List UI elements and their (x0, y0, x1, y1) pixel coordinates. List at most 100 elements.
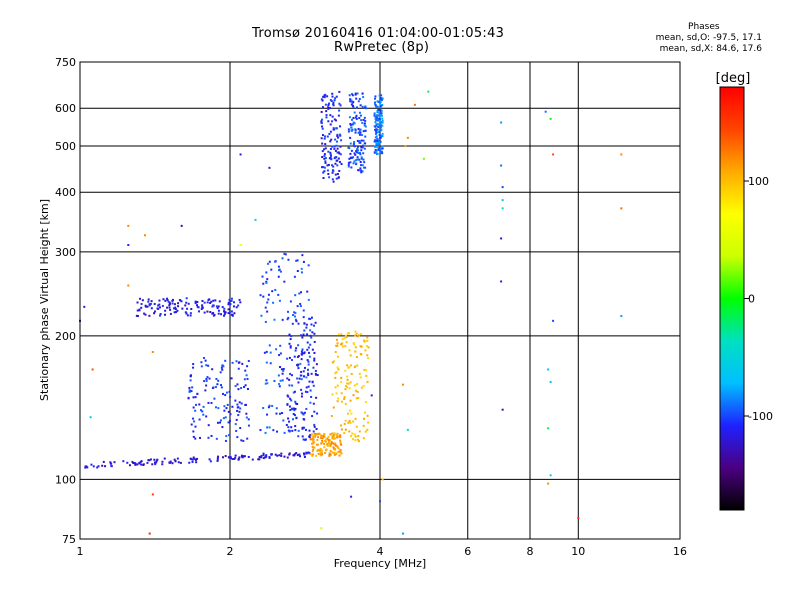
trace-point (157, 304, 160, 307)
trace-point (332, 180, 335, 183)
trace-point (381, 151, 384, 154)
trace-point (379, 100, 382, 103)
trace-point (218, 300, 221, 303)
trace-point (235, 306, 238, 309)
trace-point (316, 443, 319, 446)
trace-point (233, 312, 236, 315)
trace-point (364, 125, 367, 128)
trace-point (350, 149, 353, 152)
trace-point (354, 153, 357, 156)
trace-point (362, 96, 365, 99)
trace-point (360, 386, 363, 389)
trace-point (279, 365, 282, 368)
trace-point (343, 422, 346, 425)
trace-point (363, 417, 366, 420)
trace-point (329, 153, 332, 156)
trace-point (281, 257, 284, 260)
trace-point (295, 259, 298, 262)
trace-point (321, 166, 324, 169)
trace-point (209, 310, 212, 313)
trace-point (351, 92, 354, 95)
trace-point (224, 454, 227, 457)
trace-point (329, 439, 332, 442)
plot-frame (79, 61, 681, 540)
grid-lines (80, 62, 680, 539)
trace-point (352, 143, 355, 146)
trace-point (327, 120, 330, 123)
trace-point (355, 356, 358, 359)
trace-point (141, 299, 144, 302)
trace-point (222, 417, 225, 420)
trace-point (216, 459, 219, 462)
trace-point (357, 152, 360, 155)
trace-point (288, 378, 291, 381)
trace-point (178, 299, 181, 302)
trace-point (357, 127, 360, 130)
trace-point (340, 139, 343, 142)
trace-point (338, 102, 341, 105)
trace-point (340, 376, 343, 379)
trace-point (306, 341, 309, 344)
y-tick-label: 200 (55, 330, 76, 343)
trace-point (334, 156, 337, 159)
trace-point (375, 151, 378, 154)
trace-point (354, 128, 357, 131)
phases-heading: Phases (688, 22, 720, 32)
trace-point (316, 433, 319, 436)
trace-point (204, 389, 207, 392)
echo-trace (187, 356, 250, 443)
trace-point (334, 149, 337, 152)
trace-point (350, 103, 353, 106)
trace-point (215, 386, 218, 389)
trace-point (196, 392, 199, 395)
trace-point (227, 303, 230, 306)
trace-point (236, 403, 239, 406)
trace-point (228, 390, 231, 393)
trace-point (168, 304, 171, 307)
trace-point (190, 458, 193, 461)
trace-point (230, 310, 233, 313)
trace-point (300, 378, 303, 381)
trace-point (374, 104, 377, 107)
scatter-point (552, 319, 555, 322)
trace-point (360, 149, 363, 152)
trace-point (324, 160, 327, 163)
trace-point (194, 409, 197, 412)
scatter-point (350, 495, 353, 498)
trace-point (352, 420, 355, 423)
trace-point (346, 375, 349, 378)
trace-point (173, 303, 176, 306)
trace-point (165, 297, 168, 300)
trace-point (309, 401, 312, 404)
trace-point (301, 435, 304, 438)
trace-point (366, 381, 369, 384)
y-tick-label: 500 (55, 140, 76, 153)
trace-point (104, 465, 107, 468)
trace-point (374, 121, 377, 124)
trace-point (302, 418, 305, 421)
trace-point (358, 334, 361, 337)
trace-point (329, 151, 332, 154)
trace-point (356, 146, 359, 149)
trace-point (309, 389, 312, 392)
trace-point (358, 130, 361, 133)
trace-point (338, 160, 341, 163)
trace-point (314, 369, 317, 372)
trace-point (307, 264, 310, 267)
trace-point (294, 407, 297, 410)
trace-point (216, 458, 219, 461)
trace-point (337, 176, 340, 179)
trace-point (239, 427, 242, 430)
trace-point (355, 397, 358, 400)
trace-point (377, 147, 380, 150)
trace-point (331, 178, 334, 181)
trace-point (320, 137, 323, 140)
trace-point (316, 438, 319, 441)
trace-point (337, 450, 340, 453)
trace-point (358, 169, 361, 172)
trace-point (381, 135, 384, 138)
trace-point (274, 453, 277, 456)
trace-point (305, 386, 308, 389)
trace-point (318, 432, 321, 435)
trace-point (354, 159, 357, 162)
